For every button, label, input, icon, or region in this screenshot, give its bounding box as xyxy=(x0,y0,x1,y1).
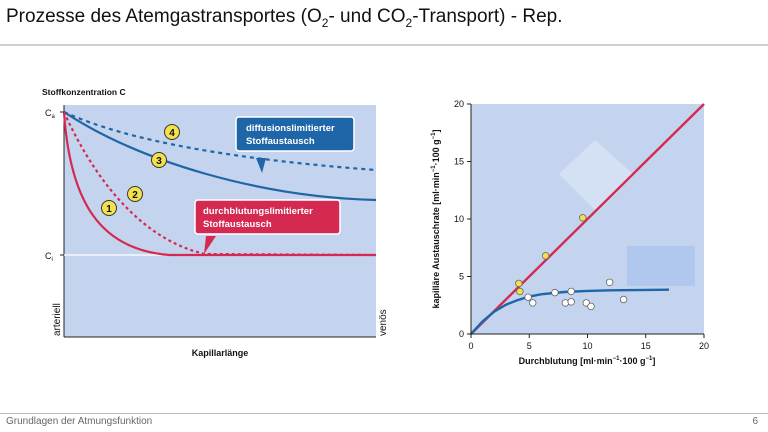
exchange-rate-chart: 0 5 10 15 20 0 5 10 15 20 Durchblutung [ml·min−1·… xyxy=(431,99,709,366)
data-point-white xyxy=(605,278,614,286)
footer-text: Grundlagen der Atmungsfunktion xyxy=(6,416,153,427)
line-plateau xyxy=(470,288,670,335)
x-tick-label: 5 xyxy=(527,341,532,351)
callout-flow-line1: durchblutungslimitierter xyxy=(203,206,313,217)
arteriell-label: arteriell xyxy=(52,303,63,336)
curve-marker-4: 4 xyxy=(164,124,180,140)
data-point-white xyxy=(619,295,628,304)
callout-diffusion-line2: Stoffaustausch xyxy=(246,136,315,147)
slide-title: Prozesse des Atemgastransportes (O2- und… xyxy=(6,6,563,30)
curve-marker-1: 1 xyxy=(101,200,117,216)
y-tick-label: 10 xyxy=(454,214,464,224)
data-point-white xyxy=(567,298,575,306)
curve-marker-4-label: 4 xyxy=(169,128,175,139)
x-tick-label: 15 xyxy=(641,341,651,351)
curve-marker-3-label: 3 xyxy=(156,156,162,167)
y-tick-label: 20 xyxy=(454,99,464,109)
x-tick-label: 0 xyxy=(468,341,473,351)
curve-marker-1-label: 1 xyxy=(106,204,112,215)
left-x-axis-label: Kapillarlänge xyxy=(192,348,249,358)
curve-marker-2: 2 xyxy=(127,186,143,202)
data-point-white xyxy=(524,293,532,301)
x-tick-label: 10 xyxy=(582,341,592,351)
callout-diffusion-line1: diffusionslimitierter xyxy=(246,123,335,134)
curve-4-diffusion-dotted xyxy=(63,110,377,172)
data-point-yellow xyxy=(541,252,550,260)
curve-marker-2-label: 2 xyxy=(132,190,138,201)
venoes-label: venös xyxy=(378,309,389,336)
decorative-diamond-shape xyxy=(559,140,633,210)
curve-3-diffusion-solid xyxy=(63,111,377,202)
data-point-white xyxy=(528,299,537,307)
y-tick-ci: Ci xyxy=(45,251,53,263)
data-point-yellow xyxy=(516,287,524,296)
data-point-yellow xyxy=(579,214,587,222)
data-point-white xyxy=(551,288,559,297)
callout-flow-limited: durchblutungslimitierter Stoffaustausch xyxy=(194,199,341,254)
y-tick-label: 5 xyxy=(459,272,464,282)
left-figure: 1 2 3 4 diffusionslimitierter Stoffausta… xyxy=(42,87,389,358)
chart-y-axis-label: kapilläre Austauschrate [ml·min−1·100 g−… xyxy=(431,130,441,309)
curve-marker-3: 3 xyxy=(151,152,167,168)
callout-flow-line2: Stoffaustausch xyxy=(203,219,272,230)
data-point-white xyxy=(587,302,595,311)
title-divider xyxy=(0,44,768,46)
x-tick-label: 20 xyxy=(699,341,709,351)
curve-1-flow-solid xyxy=(62,111,376,257)
footer-divider xyxy=(0,413,768,414)
callout-diffusion-limited: diffusionslimitierter Stoffaustausch xyxy=(235,116,355,173)
y-tick-ca: Ca xyxy=(45,108,56,120)
chart-x-axis-label: Durchblutung [ml·min−1·100 g−1] xyxy=(519,356,656,366)
line-identity xyxy=(470,103,705,335)
y-tick-label: 0 xyxy=(459,329,464,339)
page-number: 6 xyxy=(752,416,758,427)
left-y-axis-label: Stoffkonzentration C xyxy=(42,87,126,97)
y-tick-label: 15 xyxy=(454,157,464,167)
data-point-yellow xyxy=(515,279,523,288)
data-point-white xyxy=(567,287,575,296)
curve-2-flow-dotted xyxy=(62,111,377,257)
decorative-rectangle-shape xyxy=(627,246,695,286)
